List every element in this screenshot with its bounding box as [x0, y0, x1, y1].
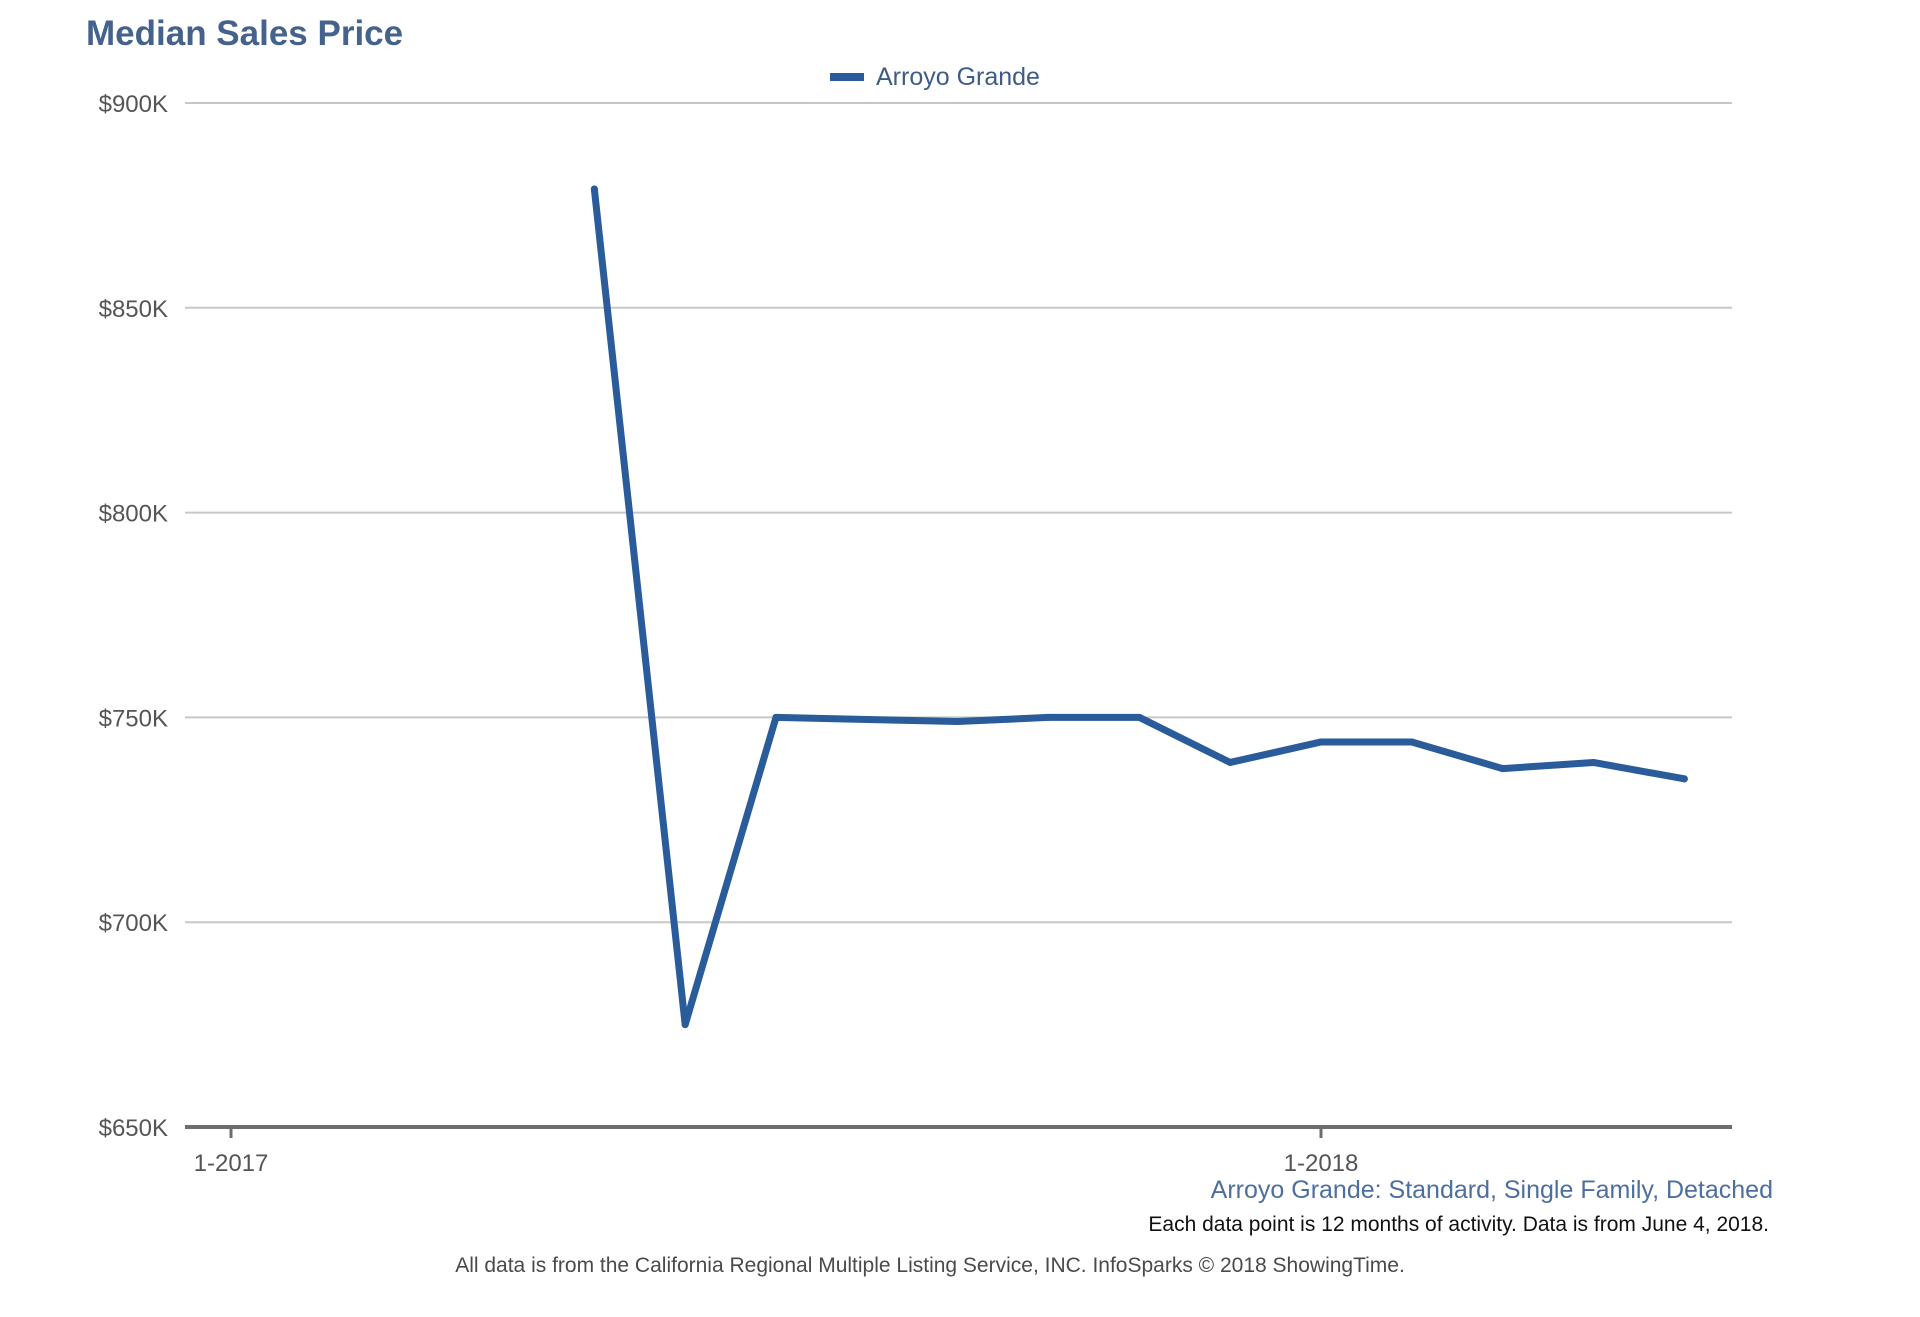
data-point: [1226, 758, 1234, 766]
y-tick-label: $850K: [99, 296, 168, 323]
x-tick-label: 1-2018: [1284, 1150, 1359, 1177]
data-point: [1045, 713, 1052, 721]
y-tick-label: $800K: [99, 501, 168, 528]
y-tick-label: $900K: [99, 91, 168, 118]
series-line: [590, 185, 1688, 1029]
data-point: [1499, 765, 1507, 773]
legend-swatch: [830, 73, 864, 81]
chart-subtitle: Arroyo Grande: Standard, Single Family, …: [1210, 1176, 1773, 1204]
data-point: [1135, 713, 1143, 721]
data-point: [1317, 738, 1325, 746]
data-point: [1680, 775, 1688, 783]
data-point: [954, 717, 962, 725]
y-tick-label: $750K: [99, 705, 168, 732]
legend-label: Arroyo Grande: [876, 62, 1040, 91]
data-point: [863, 715, 871, 723]
data-point: [681, 1021, 689, 1029]
data-point: [1590, 758, 1597, 766]
data-note: Each data point is 12 months of activity…: [1148, 1213, 1769, 1236]
legend[interactable]: Arroyo Grande: [830, 60, 1040, 94]
y-tick-label: $650K: [99, 1115, 168, 1142]
data-point: [772, 713, 780, 721]
x-tick-label: 1-2017: [194, 1150, 269, 1177]
source-note: All data is from the California Regional…: [455, 1254, 1405, 1277]
chart-title: Median Sales Price: [86, 14, 404, 53]
data-point: [590, 185, 598, 193]
data-point: [1408, 738, 1416, 746]
y-tick-label: $700K: [99, 910, 168, 937]
